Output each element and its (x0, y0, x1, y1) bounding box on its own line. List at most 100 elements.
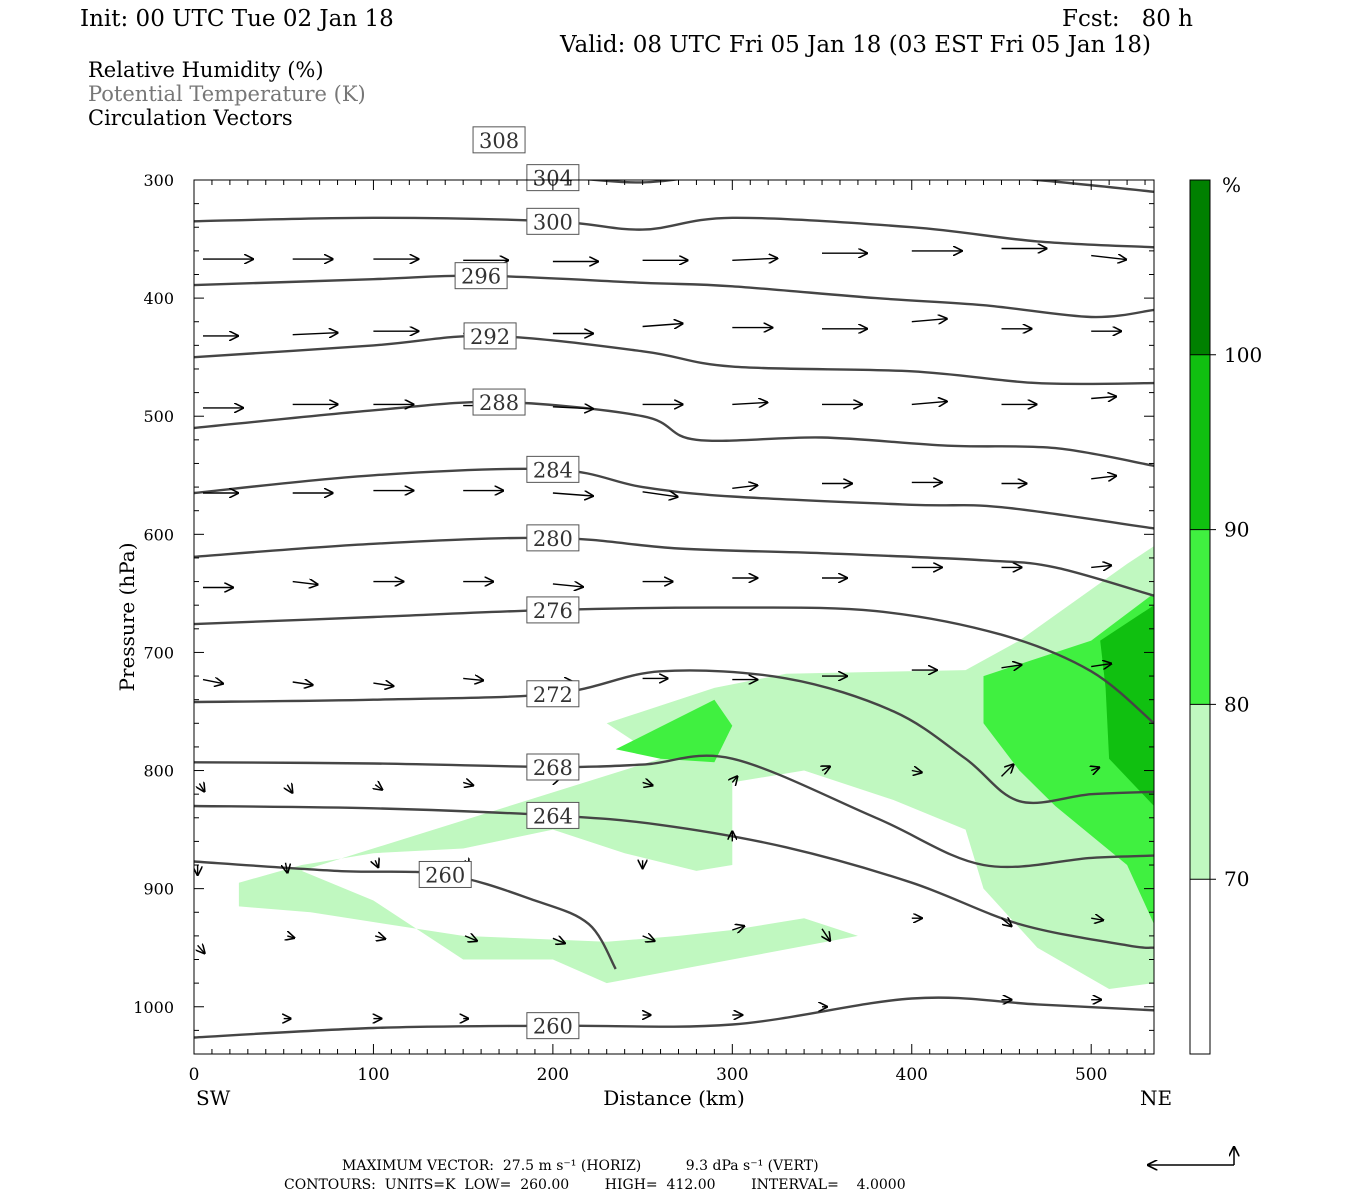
contour-label-292: 292 (463, 322, 517, 350)
reference-vector (1148, 1147, 1234, 1165)
vector-87 (374, 936, 385, 939)
contour-label-280: 280 (526, 524, 580, 552)
valid-time: Valid: 08 UTC Fri 05 Jan 18 (03 EST Fri … (560, 32, 1151, 58)
legend-vectors: Circulation Vectors (88, 106, 293, 130)
vector-56 (292, 682, 313, 685)
contour-label-276: 276 (526, 596, 580, 624)
theta-contour-1 (194, 64, 1154, 73)
vector-16 (642, 324, 683, 327)
vector-12 (292, 333, 338, 335)
vector-55 (202, 680, 223, 684)
vector-57 (373, 683, 393, 686)
theta-contour-268-13 (194, 754, 1154, 869)
theta-contour-308-3 (194, 128, 1154, 148)
theta-contour-260-16 (194, 996, 1154, 1039)
x-tick-label-200: 200 (537, 1065, 569, 1085)
colorbar-segment-2 (1190, 529, 1210, 705)
y-tick-label-400: 400 (143, 289, 174, 308)
vector-30 (911, 401, 947, 404)
vector-64 (1001, 665, 1022, 668)
theta-contour-276-11 (194, 606, 1154, 725)
svg-text:276: 276 (533, 599, 573, 623)
vector-65 (1091, 664, 1111, 667)
colorbar-label-80: 80 (1224, 692, 1249, 716)
vector-79 (375, 860, 378, 867)
y-tick-label-500: 500 (143, 407, 174, 426)
theta-contour-288-8 (194, 400, 1154, 467)
vector-28 (732, 402, 767, 404)
rh-region-90-3 (1100, 605, 1154, 806)
rh-shading (238, 546, 1154, 989)
colorbar-label-90: 90 (1224, 518, 1249, 542)
theta-contour-280-10 (194, 536, 1154, 597)
contour-labels: 3083043002962922882842802762722682642602… (418, 126, 580, 1040)
colorbar-segment-3 (1190, 354, 1210, 530)
y-axis-label: Pressure (hPa) (115, 543, 139, 692)
theta-contour-272-12 (194, 669, 1154, 805)
contour-label-268: 268 (526, 753, 580, 781)
x-axis-label: Distance (km) (603, 1086, 745, 1110)
vector-37 (552, 493, 593, 496)
max-vector-note: MAXIMUM VECTOR: 27.5 m s⁻¹ (HORIZ) 9.3 d… (342, 1158, 819, 1174)
contour-label-284: 284 (526, 455, 580, 483)
contour-label-272: 272 (526, 680, 580, 708)
vector-85 (198, 945, 205, 953)
colorbar-unit: % (1222, 173, 1241, 197)
contour-label-264: 264 (526, 801, 580, 829)
contour-note: CONTOURS: UNITS=K LOW= 260.00 HIGH= 412.… (284, 1177, 906, 1193)
plot-frame (193, 179, 1155, 1055)
vector-69 (462, 782, 473, 785)
contour-label-288: 288 (472, 388, 526, 416)
vector-26 (552, 407, 593, 409)
colorbar-segment-0 (1190, 879, 1210, 1054)
y-tick-label-700: 700 (143, 643, 174, 662)
colorbar-label-100: 100 (1224, 343, 1262, 367)
y-tick-label-600: 600 (143, 525, 174, 544)
x-tick-label-400: 400 (896, 1065, 928, 1085)
vector-39 (732, 485, 757, 488)
vector-45 (292, 582, 318, 585)
theta-contour-0 (194, 43, 1154, 49)
vector-88 (464, 936, 477, 941)
vector-72 (732, 776, 737, 782)
vector-32 (1091, 397, 1116, 399)
vector-68 (375, 785, 382, 790)
axes: 300 400 500 600 700 800 900 1000 0 100 200 300 400 50… (115, 171, 1172, 1110)
vector-38 (642, 492, 678, 497)
theta-contour-300-5 (194, 216, 1154, 249)
theta-contour-264-14 (194, 804, 1154, 950)
vector-75 (1001, 764, 1014, 777)
vector-71 (642, 782, 653, 785)
x-end-label-sw: SW (196, 1086, 231, 1110)
x-tick-label-0: 0 (189, 1065, 200, 1085)
y-tick-label-900: 900 (143, 880, 174, 899)
legend-rh: Relative Humidity (%) (88, 58, 324, 82)
theta-contour-296-6 (194, 274, 1154, 319)
contour-label-260: 260 (526, 1012, 580, 1040)
svg-text:260: 260 (425, 863, 465, 887)
y-tick-label-300: 300 (143, 171, 174, 190)
y-tick-label-1000: 1000 (133, 998, 174, 1017)
svg-text:308: 308 (479, 129, 519, 153)
rh-region-70-0 (238, 546, 1154, 989)
vector-74 (911, 771, 922, 773)
init-time: Init: 00 UTC Tue 02 Jan 18 (80, 6, 394, 32)
forecast-hour: Fcst: 80 h (1062, 6, 1193, 32)
svg-text:300: 300 (533, 210, 573, 234)
vector-66 (199, 784, 204, 792)
svg-text:268: 268 (533, 756, 573, 780)
x-tick-label-500: 500 (1075, 1065, 1107, 1085)
vector-54 (1091, 565, 1111, 567)
colorbar-label-70: 70 (1224, 867, 1249, 891)
theta-contour-292-7 (194, 334, 1154, 386)
vector-67 (287, 785, 292, 793)
svg-text:272: 272 (533, 683, 573, 707)
svg-text:288: 288 (479, 391, 519, 415)
contour-label-260: 260 (418, 860, 472, 888)
vector-10 (1091, 256, 1126, 260)
theta-contours (194, 43, 1154, 1039)
y-tick-label-800: 800 (143, 762, 174, 781)
svg-text:264: 264 (533, 804, 573, 828)
svg-text:260: 260 (533, 1015, 573, 1039)
